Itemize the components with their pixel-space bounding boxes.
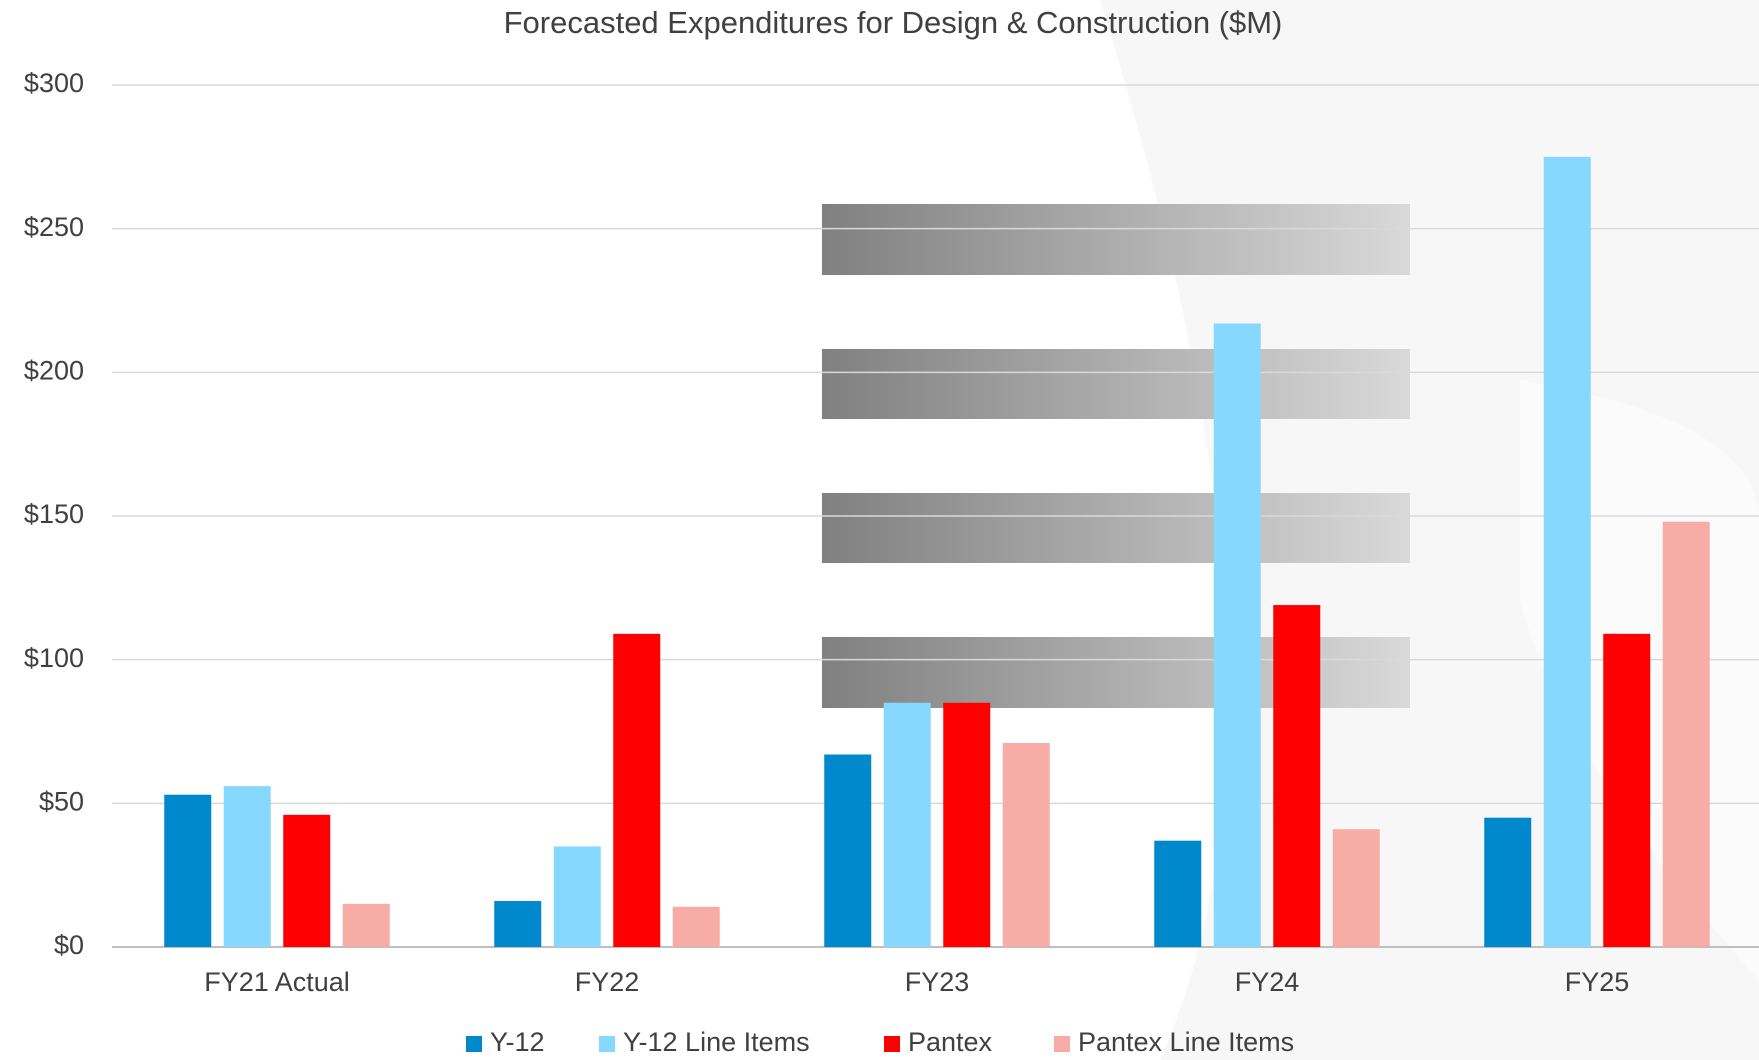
redaction-box: [822, 637, 1410, 708]
legend-swatch: [599, 1036, 615, 1052]
bar: [1213, 323, 1261, 947]
bar: [223, 786, 271, 947]
bar: [943, 702, 991, 947]
x-tick-label: FY22: [575, 967, 640, 997]
bar: [164, 794, 212, 947]
bar: [1662, 521, 1710, 947]
legend-swatch: [466, 1036, 482, 1052]
legend-swatch: [1054, 1036, 1070, 1052]
bar: [1484, 817, 1532, 947]
x-tick-label: FY24: [1235, 967, 1300, 997]
x-tick-label: FY23: [905, 967, 970, 997]
bar: [883, 702, 931, 947]
bar: [824, 754, 872, 947]
legend-label: Pantex Line Items: [1078, 1027, 1294, 1057]
y-tick-label: $200: [24, 355, 84, 385]
bar: [494, 901, 542, 947]
bar: [613, 633, 661, 947]
legend-label: Y-12: [490, 1027, 545, 1057]
bar: [553, 846, 601, 947]
legend-swatch: [884, 1036, 900, 1052]
chart-title: Forecasted Expenditures for Design & Con…: [504, 5, 1283, 40]
y-tick-label: $150: [24, 499, 84, 529]
bar: [1332, 829, 1380, 947]
bar: [1543, 156, 1591, 948]
y-tick-label: $0: [54, 930, 84, 960]
redaction-box: [822, 349, 1410, 419]
x-tick-label: FY25: [1565, 967, 1630, 997]
bar: [283, 814, 331, 947]
redaction-box: [822, 204, 1410, 275]
bar: [672, 906, 720, 947]
bar: [1603, 633, 1651, 947]
bar: [1154, 840, 1202, 947]
x-tick-label: FY21 Actual: [204, 967, 350, 997]
y-tick-label: $250: [24, 212, 84, 242]
redaction-boxes: [822, 204, 1410, 708]
bar: [342, 903, 390, 947]
legend-label: Y-12 Line Items: [623, 1027, 810, 1057]
y-tick-label: $300: [24, 68, 84, 98]
y-tick-label: $100: [24, 643, 84, 673]
legend-label: Pantex: [908, 1027, 993, 1057]
bar: [1002, 742, 1050, 947]
bar: [1273, 605, 1321, 947]
y-tick-label: $50: [39, 786, 84, 816]
redaction-box: [822, 493, 1410, 563]
